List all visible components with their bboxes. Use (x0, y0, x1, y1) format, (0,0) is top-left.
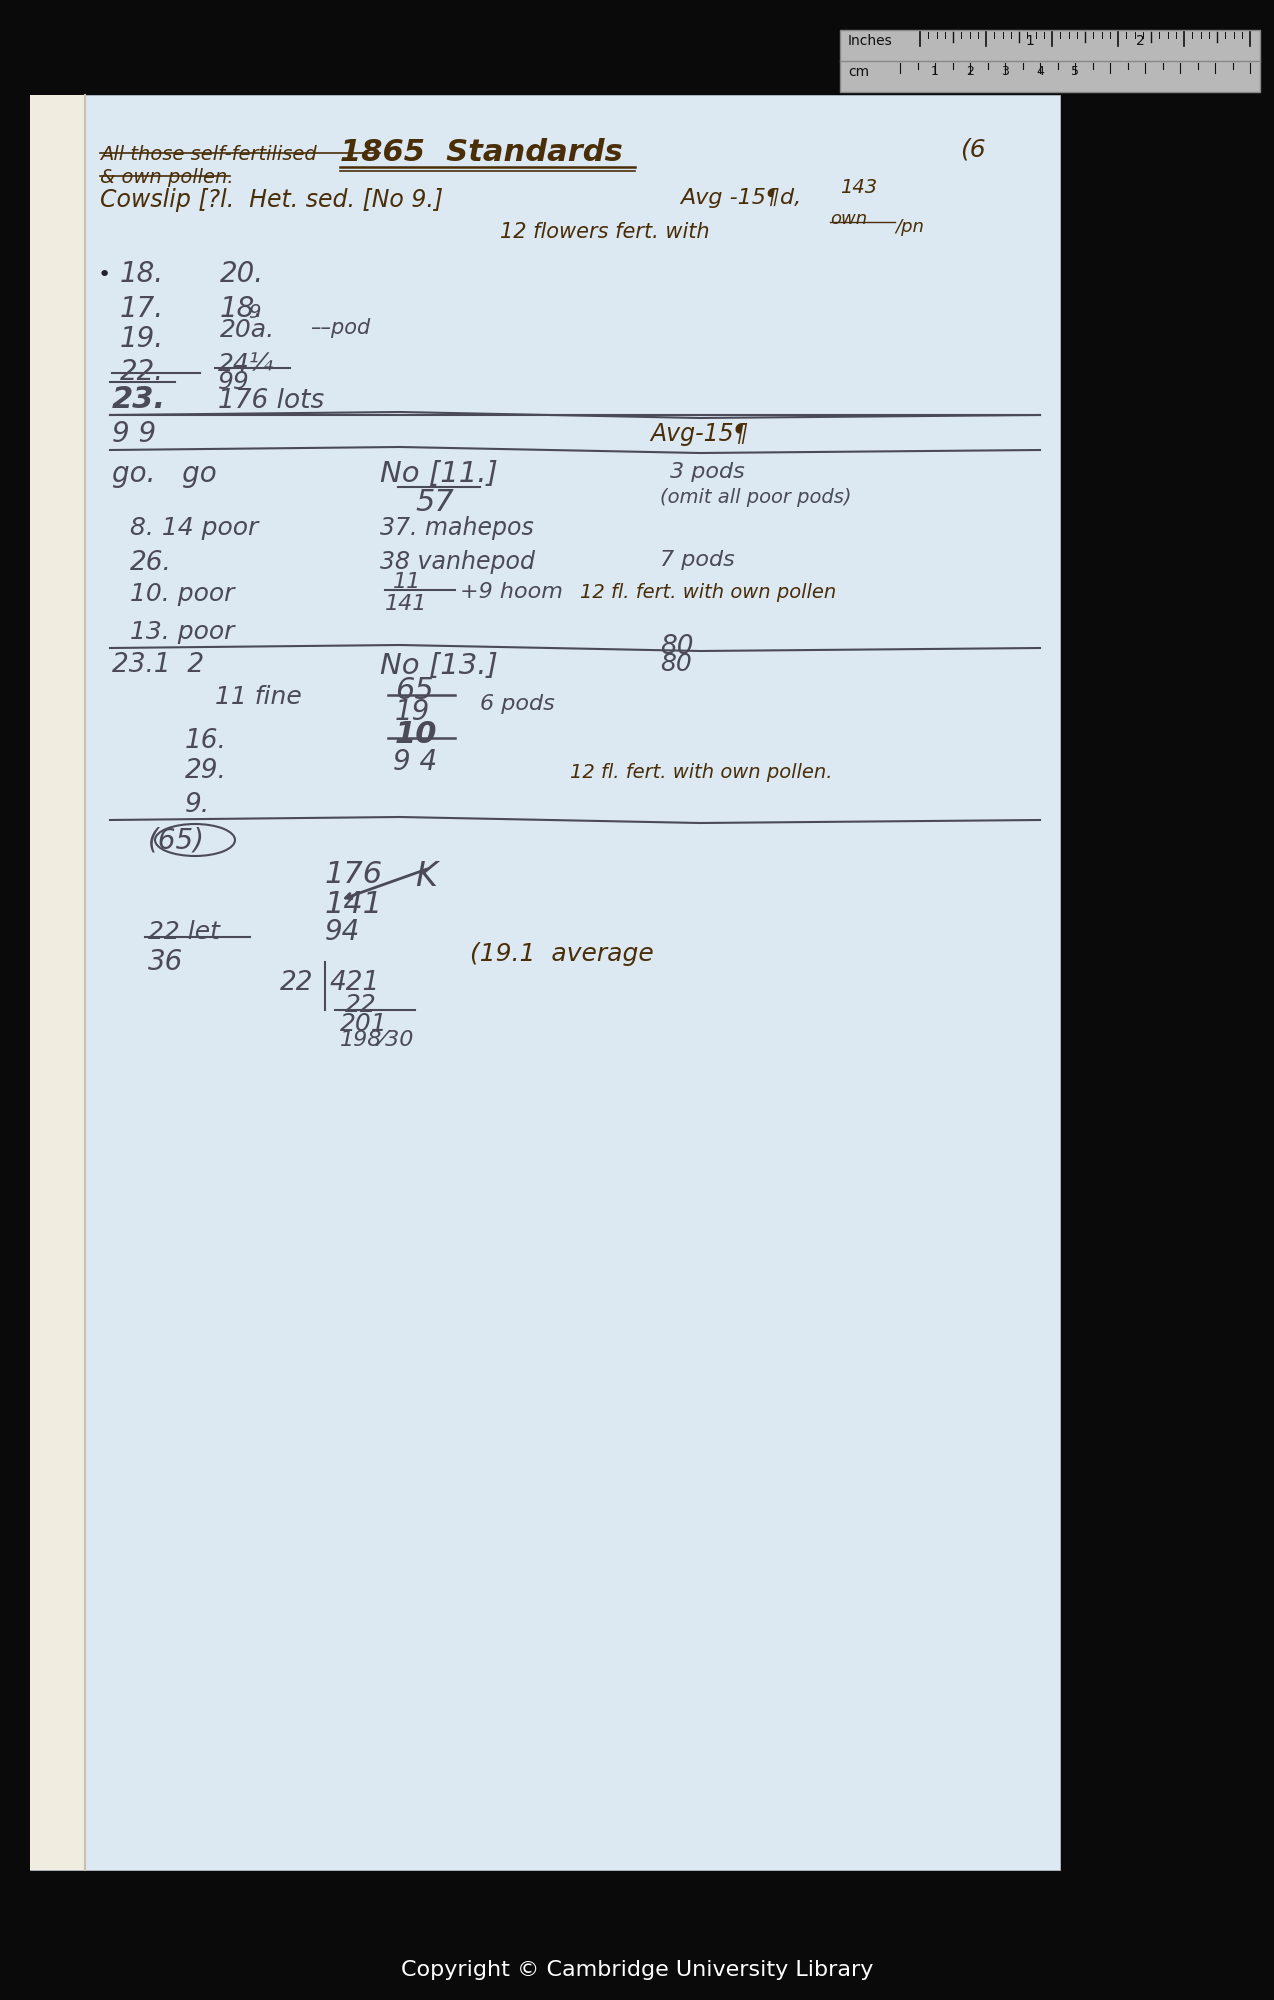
Text: 6 pods: 6 pods (480, 694, 554, 714)
Text: 9 4: 9 4 (392, 748, 437, 776)
Text: 176: 176 (325, 860, 383, 888)
Polygon shape (31, 94, 1060, 1870)
Text: 11 fine: 11 fine (215, 684, 302, 710)
Text: 20a.: 20a. (220, 318, 275, 342)
Text: 7 pods: 7 pods (660, 550, 735, 570)
Text: Inches: Inches (848, 34, 893, 48)
Text: 11: 11 (392, 572, 422, 592)
Text: cm: cm (848, 64, 869, 78)
Text: All those self-fertilised: All those self-fertilised (99, 146, 317, 164)
Text: 99: 99 (218, 370, 250, 394)
Text: 20.: 20. (220, 260, 264, 288)
Text: No [13.]: No [13.] (380, 652, 498, 680)
Text: 19.: 19. (120, 324, 164, 352)
Text: 3: 3 (1001, 64, 1009, 78)
Text: 10: 10 (395, 720, 437, 748)
Text: 141: 141 (385, 594, 427, 614)
Text: •: • (98, 264, 111, 284)
Text: 10. poor: 10. poor (130, 582, 234, 606)
Text: 38 vanhepod: 38 vanhepod (380, 550, 535, 574)
Text: 1: 1 (1026, 34, 1034, 48)
Text: 2: 2 (966, 64, 973, 78)
Text: 198⁄30: 198⁄30 (340, 1030, 414, 1050)
Text: 23.1  2: 23.1 2 (112, 652, 204, 678)
Text: 22 let: 22 let (148, 920, 220, 944)
Text: 201: 201 (340, 1012, 387, 1036)
Text: (6: (6 (961, 138, 986, 162)
Text: own: own (829, 210, 868, 228)
Text: 9: 9 (248, 302, 260, 322)
Text: K: K (415, 860, 437, 892)
Text: & own pollen.: & own pollen. (99, 168, 233, 188)
Text: 80: 80 (660, 652, 692, 676)
Text: 65: 65 (395, 676, 433, 706)
Text: (19.1  average: (19.1 average (470, 942, 654, 966)
Text: 23.: 23. (112, 384, 166, 414)
Text: No [11.]: No [11.] (380, 460, 498, 488)
Text: Avg -15¶d,: Avg -15¶d, (680, 188, 801, 208)
Text: 22.: 22. (120, 358, 164, 386)
Text: 141: 141 (325, 890, 383, 920)
Text: 36: 36 (148, 948, 183, 976)
Text: /pn: /pn (896, 218, 924, 236)
Text: 9 9: 9 9 (112, 420, 157, 448)
Text: 29.: 29. (185, 758, 227, 784)
Text: 12 flowers fert. with: 12 flowers fert. with (499, 222, 710, 242)
Text: 37. mahepos: 37. mahepos (380, 516, 534, 540)
Text: (65): (65) (148, 826, 205, 854)
Text: 24¼: 24¼ (218, 352, 274, 376)
Text: 143: 143 (840, 178, 877, 198)
Text: Cowslip [?l.  Het. sed. [No 9.]: Cowslip [?l. Het. sed. [No 9.] (99, 188, 443, 212)
Text: 18.: 18. (120, 260, 164, 288)
Text: +9 hoom: +9 hoom (460, 582, 563, 602)
Text: go.   go: go. go (112, 460, 217, 488)
Text: 22: 22 (280, 970, 313, 996)
Text: 1: 1 (931, 64, 939, 78)
Text: 57: 57 (415, 488, 454, 516)
Text: 18.: 18. (220, 294, 264, 322)
Text: 12 fl. fert. with own pollen.: 12 fl. fert. with own pollen. (569, 762, 832, 782)
Text: 80: 80 (660, 634, 693, 660)
Text: 176 lots: 176 lots (218, 388, 325, 414)
Bar (840, 30, 1260, 92)
Text: 94: 94 (325, 918, 361, 946)
Text: 9.: 9. (185, 792, 210, 818)
Text: (omit all poor pods): (omit all poor pods) (660, 488, 851, 506)
Text: 1865  Standards: 1865 Standards (340, 138, 623, 168)
Text: 22: 22 (345, 992, 377, 1016)
Text: 12 fl. fert. with own pollen: 12 fl. fert. with own pollen (580, 584, 836, 602)
Text: 19: 19 (395, 698, 431, 726)
Text: 3 pods: 3 pods (670, 462, 745, 482)
Text: 4: 4 (1036, 64, 1043, 78)
Text: ––pod: ––pod (310, 318, 371, 338)
Bar (31, 94, 85, 1870)
Text: 421: 421 (330, 970, 380, 996)
Text: 16.: 16. (185, 728, 227, 754)
Text: 17.: 17. (120, 294, 164, 322)
Text: 5: 5 (1071, 64, 1079, 78)
Text: 2: 2 (1135, 34, 1144, 48)
Text: 26.: 26. (130, 550, 172, 576)
Text: 8. 14 poor: 8. 14 poor (130, 516, 259, 540)
Text: 13. poor: 13. poor (130, 620, 234, 644)
Text: Copyright © Cambridge University Library: Copyright © Cambridge University Library (401, 1960, 873, 1980)
Text: Avg-15¶: Avg-15¶ (650, 422, 749, 446)
